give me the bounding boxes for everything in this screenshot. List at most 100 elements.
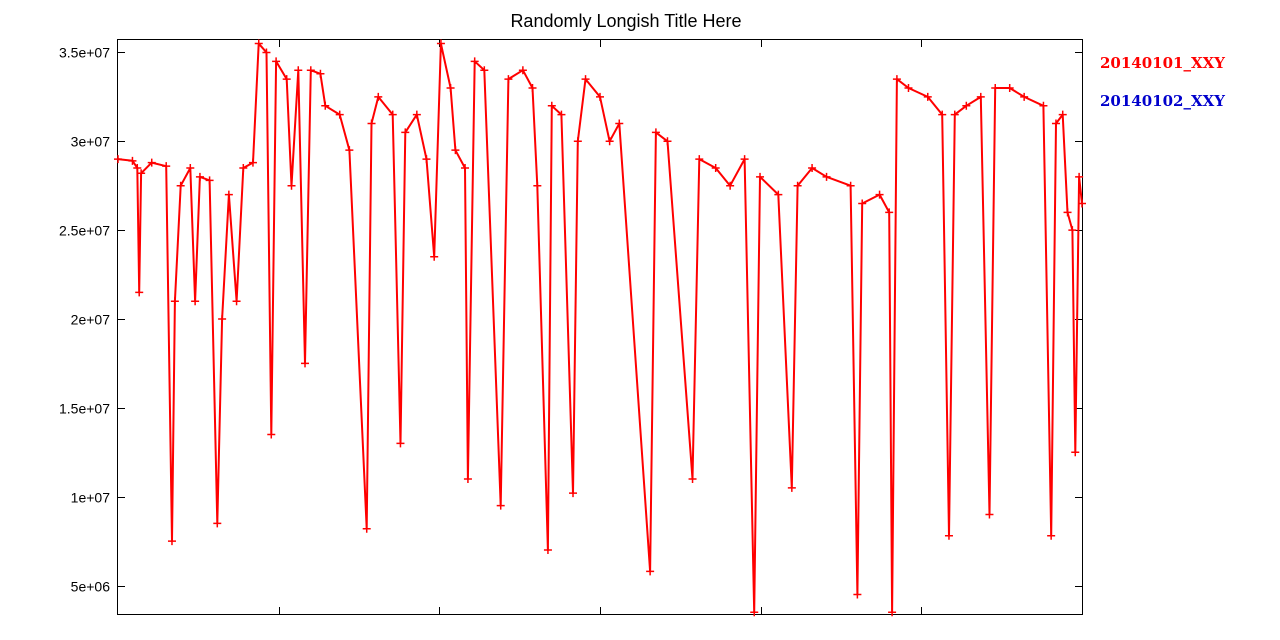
point-0-8: [170, 297, 179, 306]
point-0-90: [962, 101, 971, 110]
point-0-13: [205, 176, 214, 185]
point-0-31: [335, 110, 344, 119]
y-tick-label-0: 5e+06: [71, 579, 111, 595]
point-0-46: [463, 474, 472, 483]
point-0-60: [596, 92, 604, 101]
point-0-87: [938, 110, 947, 119]
point-0-99: [1058, 110, 1067, 119]
point-0-80: [858, 199, 867, 208]
point-0-51: [518, 66, 527, 75]
y-tick-label-2: 1.5e+07: [59, 401, 110, 417]
point-0-100: [1063, 208, 1072, 217]
point-0-11: [191, 297, 200, 306]
point-0-7: [167, 537, 176, 546]
point-0-94: [1005, 83, 1014, 92]
point-0-103: [1075, 172, 1084, 181]
y-axis: 5e+06 1e+07 1.5e+07 2e+07 2.5e+07 3e+07 3.5e+0…: [59, 45, 1082, 595]
point-0-81: [875, 190, 884, 199]
point-0-71: [750, 608, 759, 617]
point-0-56: [557, 110, 566, 119]
point-0-36: [388, 110, 397, 119]
point-0-40: [422, 155, 431, 164]
point-0-92: [985, 510, 994, 519]
point-0-29: [316, 69, 325, 78]
point-0-88: [944, 531, 953, 540]
point-0-70: [740, 155, 749, 164]
point-0-59: [581, 75, 590, 84]
point-0-21: [262, 48, 271, 57]
series-line-0: [117, 42, 1083, 614]
point-0-33: [362, 524, 371, 533]
plot-area-frame: [117, 39, 1083, 615]
point-0-18: [239, 163, 248, 172]
point-0-17: [232, 297, 241, 306]
y-tick-label-3: 2e+07: [71, 312, 111, 328]
legend-entry-1: 20140102_XXY: [1100, 92, 1225, 110]
point-0-32: [345, 146, 354, 155]
point-0-96: [1039, 101, 1048, 110]
point-0-91: [976, 92, 985, 101]
legend-entry-0: 20140101_XXY: [1100, 54, 1225, 72]
point-0-85: [904, 83, 913, 92]
point-0-37: [396, 439, 405, 448]
point-0-24: [282, 75, 291, 84]
point-0-69: [726, 181, 735, 190]
chart-title: Randomly Longish Title Here: [510, 11, 741, 31]
point-0-14: [213, 519, 222, 528]
point-0-74: [787, 483, 796, 492]
x-axis: [279, 40, 922, 614]
point-0-101: [1068, 226, 1077, 235]
point-0-53: [533, 181, 542, 190]
point-0-30: [321, 101, 330, 110]
point-0-6: [162, 162, 171, 171]
point-0-45: [461, 163, 470, 172]
point-0-78: [846, 181, 855, 190]
point-0-44: [451, 146, 460, 155]
point-0-43: [446, 83, 455, 92]
series-layer: [114, 39, 1086, 617]
point-0-3: [135, 288, 144, 297]
point-0-19: [248, 158, 257, 167]
y-tick-label-4: 2.5e+07: [59, 223, 110, 239]
y-tick-label-6: 3.5e+07: [59, 45, 110, 61]
point-0-68: [711, 163, 720, 172]
point-0-12: [195, 172, 204, 181]
point-0-20: [254, 39, 263, 48]
point-0-55: [547, 101, 556, 110]
point-0-58: [573, 137, 582, 146]
point-0-42: [436, 39, 445, 48]
point-0-77: [822, 172, 831, 181]
y-tick-label-1: 1e+07: [71, 490, 111, 506]
point-0-72: [756, 172, 765, 181]
point-0-82: [885, 208, 894, 217]
point-0-86: [923, 92, 932, 101]
point-0-98: [1051, 119, 1060, 128]
point-0-2: [133, 163, 142, 172]
point-0-16: [224, 190, 233, 199]
point-0-73: [774, 190, 783, 199]
point-0-65: [663, 137, 672, 146]
point-0-64: [651, 128, 660, 137]
point-0-48: [480, 66, 489, 75]
point-0-67: [695, 155, 704, 164]
point-0-76: [808, 163, 817, 172]
point-0-97: [1047, 531, 1056, 540]
point-0-95: [1020, 92, 1029, 101]
point-0-102: [1071, 448, 1080, 457]
point-0-22: [267, 430, 276, 439]
point-0-1: [128, 156, 137, 165]
point-0-63: [646, 567, 655, 576]
point-0-93: [991, 83, 1000, 92]
point-0-52: [528, 83, 537, 92]
point-0-54: [543, 546, 552, 555]
point-0-27: [301, 359, 310, 368]
point-0-28: [306, 66, 315, 75]
point-0-10: [186, 163, 195, 172]
point-0-0: [114, 155, 122, 164]
point-0-9: [176, 181, 185, 190]
point-0-23: [272, 57, 281, 66]
point-0-50: [504, 75, 513, 84]
point-0-83: [888, 608, 897, 617]
point-0-66: [688, 474, 697, 483]
point-0-89: [950, 110, 959, 119]
